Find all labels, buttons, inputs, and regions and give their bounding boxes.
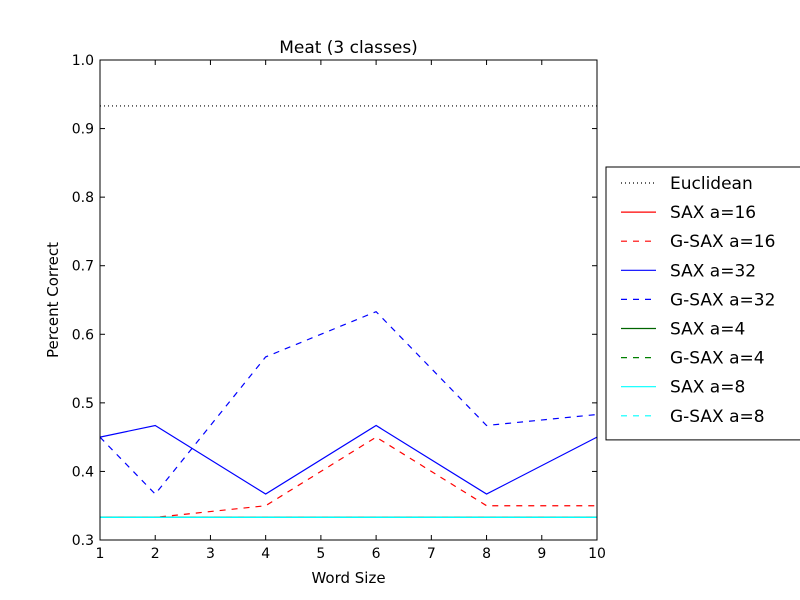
legend: Euclidean SAX a=16 G-SAX a=16 SAX a=32 G-SAX… xyxy=(605,166,800,441)
series-line-2 xyxy=(100,436,597,518)
chart-title: Meat (3 classes) xyxy=(279,38,418,58)
x-tick-label-3: 4 xyxy=(261,546,270,562)
series-group xyxy=(99,105,598,518)
legend-label-5: SAX a=4 xyxy=(670,320,745,340)
y-tick-label-1: 0.4 xyxy=(72,464,94,480)
y-tick-label-3: 0.6 xyxy=(72,327,94,343)
legend-label-6: G-SAX a=4 xyxy=(670,349,765,369)
y-axis: 0.3 0.4 0.5 0.6 0.7 0.8 0.9 1.0 xyxy=(72,53,597,549)
x-axis: 1 2 3 4 5 6 7 8 9 10 xyxy=(96,60,606,562)
x-axis-label: Word Size xyxy=(311,569,385,587)
legend-label-0: Euclidean xyxy=(670,174,753,194)
x-tick-label-6: 7 xyxy=(427,546,436,562)
plot-frame xyxy=(99,59,598,541)
x-tick-label-8: 9 xyxy=(537,546,546,562)
x-tick-label-5: 6 xyxy=(372,546,381,562)
legend-label-1: SAX a=16 xyxy=(670,203,756,223)
x-tick-label-9: 10 xyxy=(588,546,606,562)
x-tick-label-0: 1 xyxy=(96,546,105,562)
legend-label-2: G-SAX a=16 xyxy=(670,232,775,252)
y-tick-label-0: 0.3 xyxy=(72,533,94,549)
series-line-4 xyxy=(99,310,598,495)
legend-label-4: G-SAX a=32 xyxy=(670,290,775,310)
y-tick-label-4: 0.7 xyxy=(72,259,94,275)
y-tick-label-6: 0.9 xyxy=(72,122,94,138)
legend-label-3: SAX a=32 xyxy=(670,261,756,281)
legend-label-8: G-SAX a=8 xyxy=(670,407,765,427)
series-line-3 xyxy=(99,424,598,495)
legend-label-7: SAX a=8 xyxy=(670,378,745,398)
y-axis-label: Percent Correct xyxy=(44,242,62,358)
y-tick-label-5: 0.8 xyxy=(72,190,94,206)
x-tick-label-4: 5 xyxy=(316,546,325,562)
y-tick-label-7: 1.0 xyxy=(72,53,94,69)
x-tick-label-2: 3 xyxy=(206,546,215,562)
x-tick-label-7: 8 xyxy=(482,546,491,562)
x-tick-label-1: 2 xyxy=(151,546,160,562)
y-tick-label-2: 0.5 xyxy=(72,396,94,412)
